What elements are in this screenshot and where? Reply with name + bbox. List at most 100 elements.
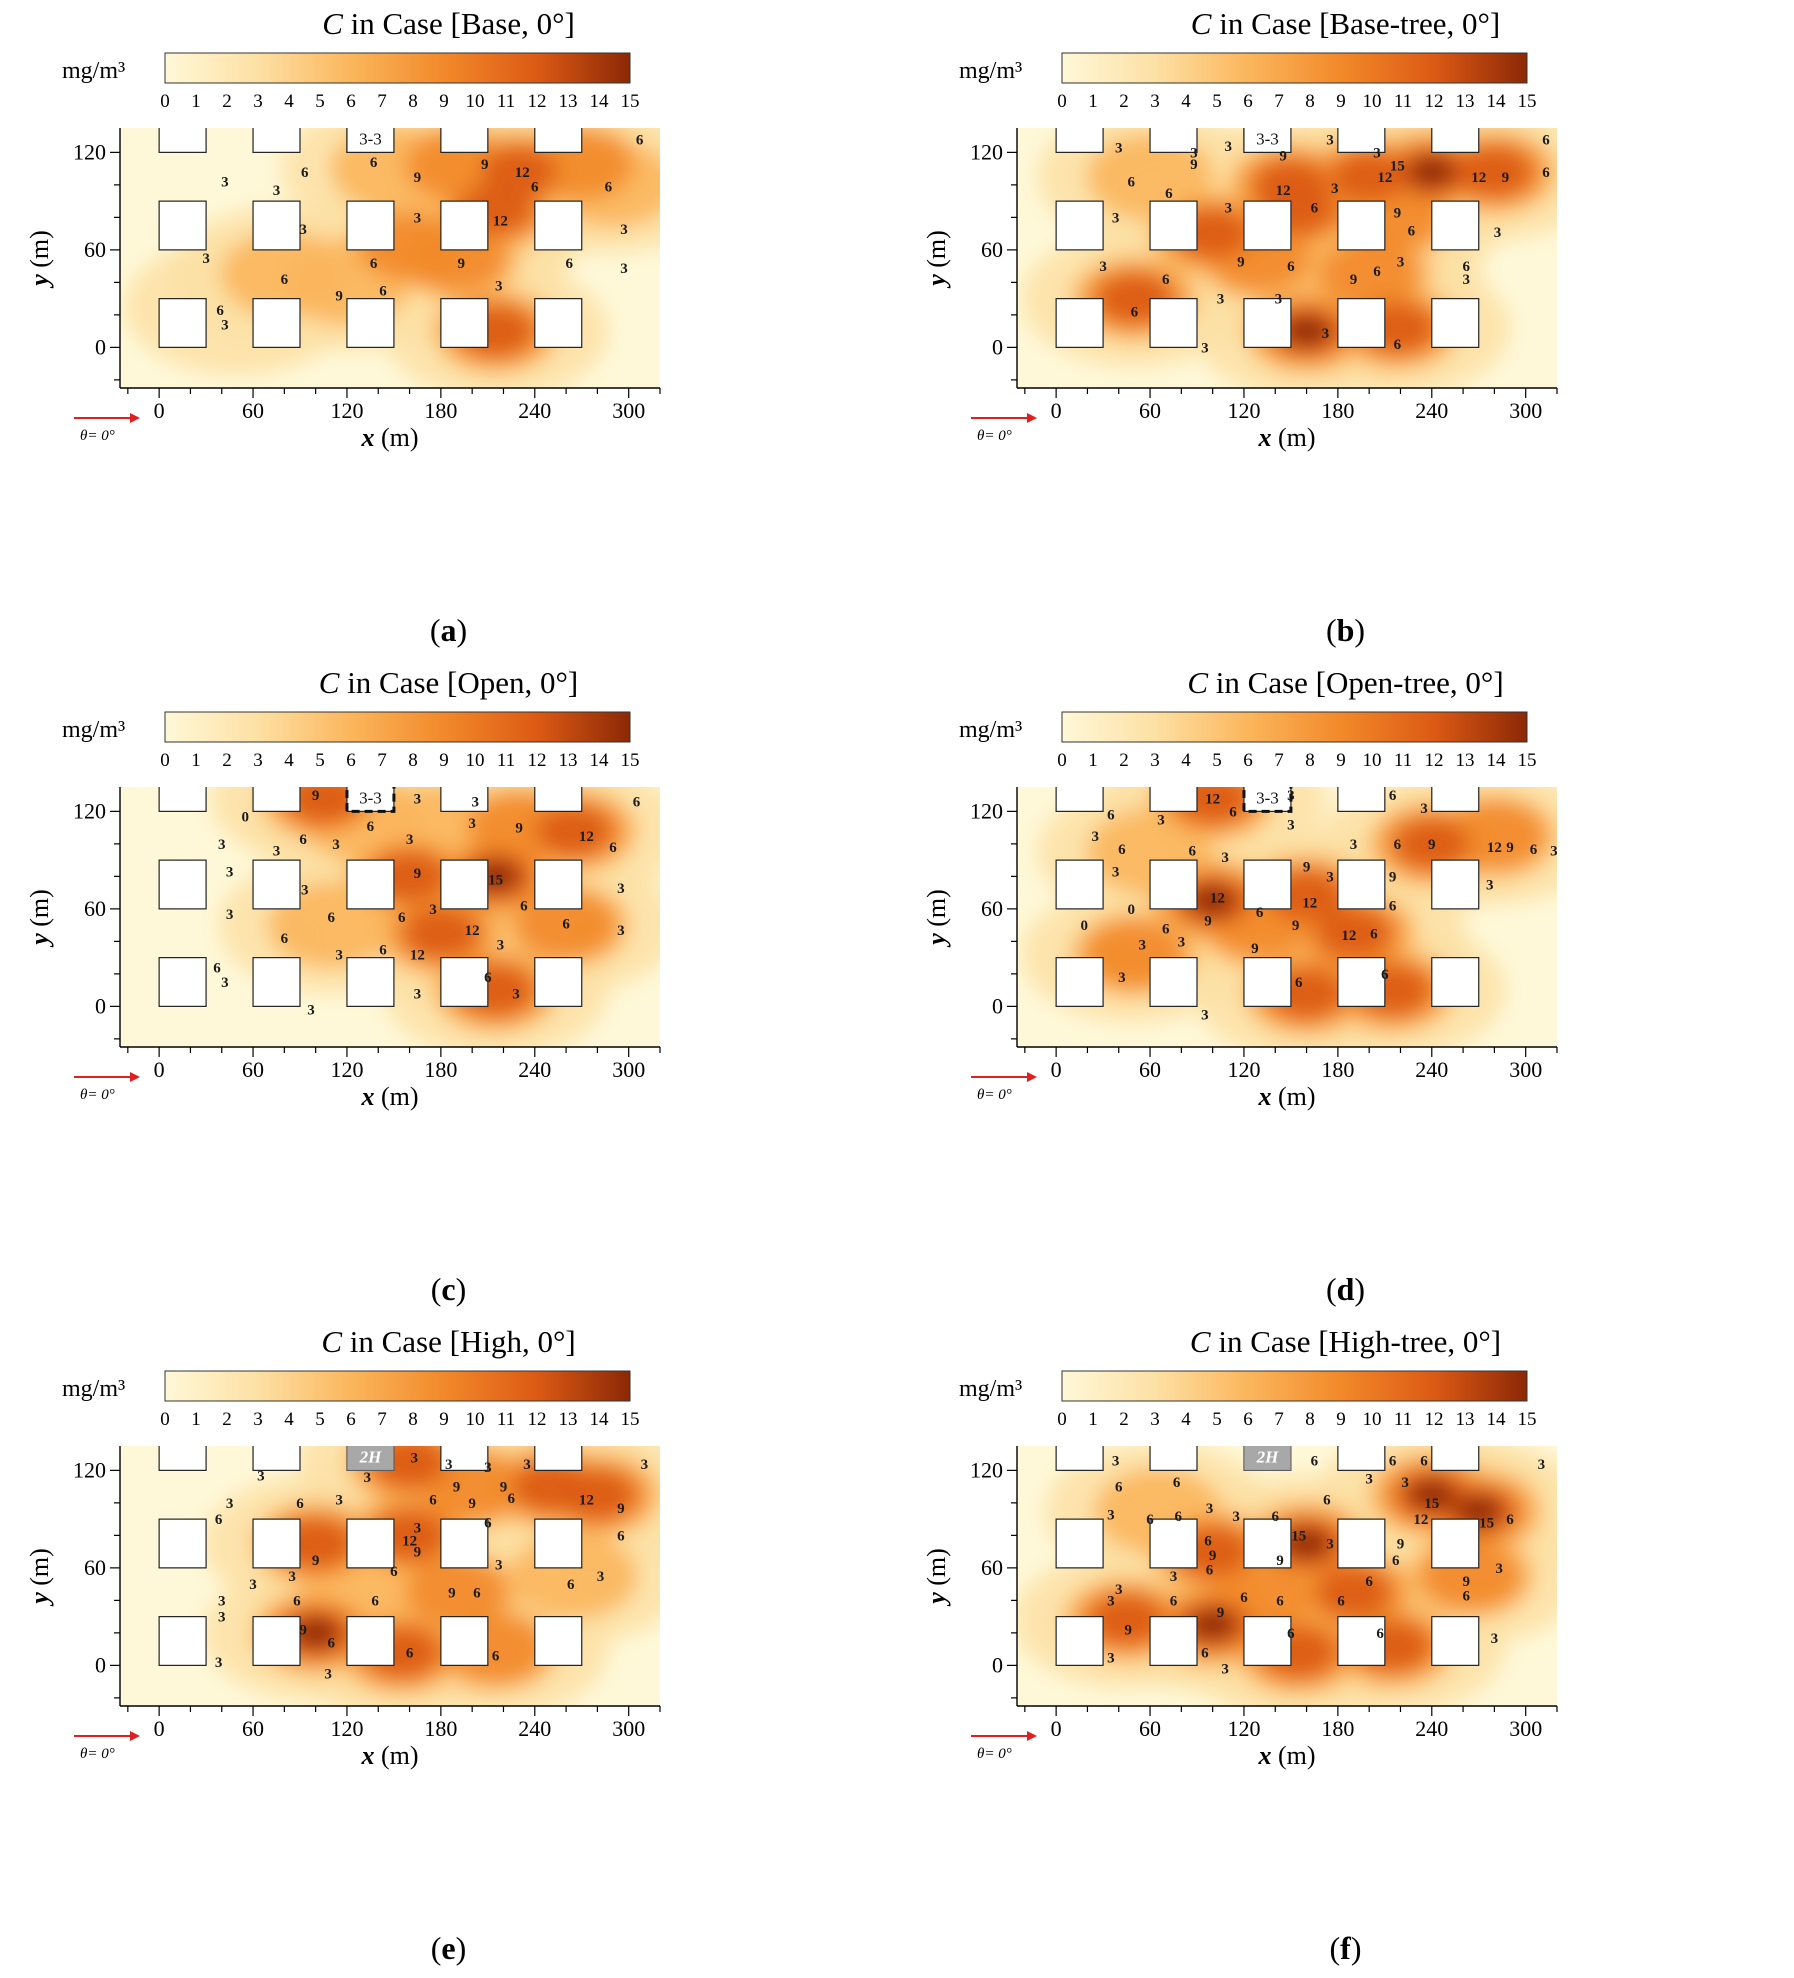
colorbar-tick: 0 <box>160 1409 170 1430</box>
title-variable: C <box>318 665 340 700</box>
concentration-blob <box>1318 240 1420 309</box>
contour-label: 6 <box>636 132 644 148</box>
contour-label: 3 <box>1112 865 1120 881</box>
contour-label: 9 <box>500 1480 508 1496</box>
y-axis-unit: (m) <box>922 1548 951 1592</box>
concentration-blob <box>1188 1608 1237 1641</box>
colorbar-tick: 2 <box>1119 1409 1129 1430</box>
contour-label: 6 <box>1204 1533 1212 1549</box>
contour-label: 3 <box>273 183 281 199</box>
contour-label: 6 <box>1165 186 1173 202</box>
contour-label: 6 <box>1118 842 1126 858</box>
colorbar-tick: 1 <box>191 1409 201 1430</box>
x-tick-label: 0 <box>154 398 165 423</box>
building <box>1431 957 1480 1007</box>
contour-label: 3 <box>1420 801 1428 817</box>
panel-caption: (e) <box>430 1930 467 1966</box>
contour-label: 9 <box>1303 860 1311 876</box>
caption-letter: f <box>1340 1930 1351 1966</box>
colorbar-tick: 3 <box>253 91 263 112</box>
building <box>440 957 489 1007</box>
colorbar-tick: 9 <box>439 1409 449 1430</box>
x-tick-label: 180 <box>1321 1057 1354 1082</box>
colorbar-tick: 13 <box>1456 750 1475 771</box>
x-tick-label: 300 <box>1509 1057 1542 1082</box>
colorbar-unit: mg/m³ <box>62 717 126 743</box>
colorbar-tick: 8 <box>408 1409 418 1430</box>
contour-label: 3 <box>1491 1631 1499 1647</box>
title-variable: C <box>1187 665 1209 700</box>
y-axis-label: y (m) <box>25 1548 54 1607</box>
section-marker-box <box>345 787 396 813</box>
colorbar-tick: 13 <box>559 1409 578 1430</box>
contour-label: 3 <box>1486 878 1494 894</box>
colorbar-tick: 9 <box>439 750 449 771</box>
building <box>1337 1518 1386 1569</box>
contour-label: 9 <box>1350 272 1358 288</box>
contour-label: 6 <box>492 1649 500 1665</box>
x-tick-label: 120 <box>330 1057 363 1082</box>
x-tick-label: 240 <box>1415 398 1448 423</box>
contour-label: 3 <box>1201 340 1209 356</box>
section-marker-box <box>1243 128 1292 153</box>
contour-label: 6 <box>1542 132 1550 148</box>
tall-building <box>346 1446 395 1471</box>
y-tick-label: 120 <box>73 798 106 823</box>
contour-label: 3 <box>617 881 625 897</box>
colorbar-tick: 12 <box>528 1409 547 1430</box>
contour-label: 3 <box>226 865 234 881</box>
building <box>440 1616 489 1666</box>
colorbar-tick: 13 <box>1456 91 1475 112</box>
title-variable: C <box>321 1324 342 1359</box>
contour-label: 6 <box>371 1593 379 1609</box>
x-tick-label: 300 <box>612 398 645 423</box>
contour-label: 3 <box>429 902 437 918</box>
colorbar-tick: 5 <box>315 1409 325 1430</box>
contour-label: 9 <box>335 288 343 304</box>
contour-label: 3 <box>445 1457 453 1473</box>
contour-label: 3 <box>495 1558 503 1574</box>
contour-label: 3 <box>1107 1507 1115 1523</box>
colorbar-tick: 2 <box>222 91 232 112</box>
contour-label: 6 <box>1370 926 1378 942</box>
contour-label: 9 <box>1237 254 1245 270</box>
contour-label: 9 <box>457 256 465 272</box>
contour-label: 3 <box>414 1520 422 1536</box>
contour-label: 6 <box>484 970 492 986</box>
contour-label: 3 <box>1092 829 1100 845</box>
x-tick-label: 0 <box>154 1057 165 1082</box>
building <box>252 957 301 1007</box>
building <box>346 859 395 910</box>
contour-label: 6 <box>508 1491 516 1507</box>
title-case: in Case [High, 0°] <box>342 1324 576 1359</box>
building <box>1055 957 1104 1007</box>
contour-label: 6 <box>1173 1475 1181 1491</box>
wind-direction-label: θ= 0° <box>80 428 115 444</box>
colorbar-tick: 10 <box>1363 91 1382 112</box>
building <box>1337 787 1386 812</box>
building <box>158 1446 207 1471</box>
colorbar-tick: 10 <box>466 750 485 771</box>
building <box>1337 200 1386 251</box>
colorbar-tick: 4 <box>1181 750 1191 771</box>
contour-label: 6 <box>1128 175 1136 191</box>
contour-label: 6 <box>1131 305 1139 321</box>
contour-label: 12 <box>402 1533 417 1549</box>
contour-label: 12 <box>465 923 480 939</box>
y-axis-var: y <box>922 1592 951 1607</box>
colorbar-tick: 10 <box>1363 1409 1382 1430</box>
building <box>1149 298 1198 348</box>
building <box>1337 1446 1386 1471</box>
building <box>158 1616 207 1666</box>
x-axis-label: x (m) <box>1257 1741 1315 1770</box>
contour-label: 12 <box>1210 891 1225 907</box>
contour-label: 3 <box>620 261 628 277</box>
x-tick-label: 300 <box>1509 1716 1542 1741</box>
contour-label: 3 <box>468 816 476 832</box>
title-variable: C <box>1189 1324 1211 1359</box>
panel-f: C in Case [High-tree, 0°] mg/m³ 0 1 2 3 4 5 6 7 8 9… <box>897 1318 1794 1977</box>
caption-letter: e <box>441 1930 456 1966</box>
building <box>1431 787 1480 812</box>
y-tick-label: 120 <box>970 1457 1003 1482</box>
